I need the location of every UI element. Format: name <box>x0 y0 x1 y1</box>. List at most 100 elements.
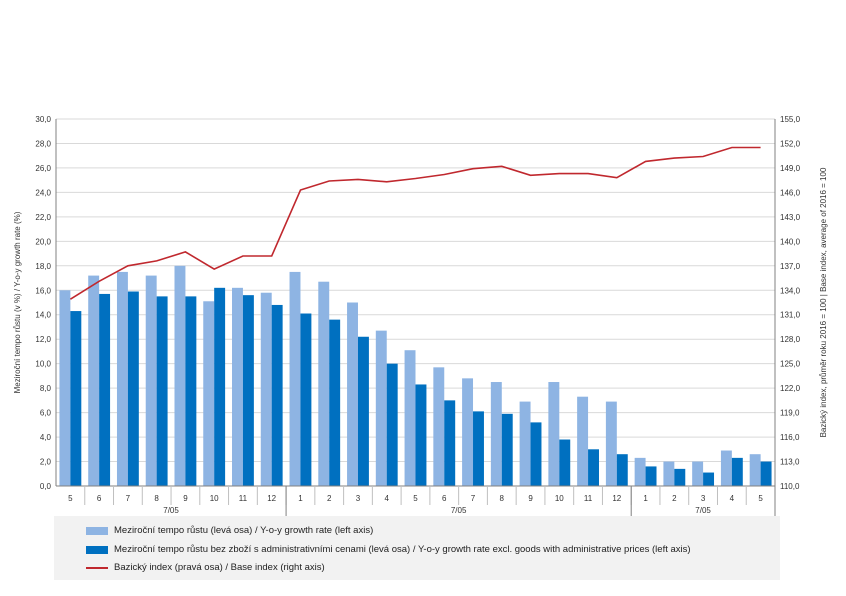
y-left-tick-label: 10,0 <box>35 360 51 369</box>
bar-growth <box>519 401 531 486</box>
x-tick-label: 5 <box>413 494 418 503</box>
bar-growth <box>88 275 100 486</box>
x-tick-label: 10 <box>210 494 219 503</box>
x-tick-label: 11 <box>584 494 593 503</box>
x-tick-label: 11 <box>239 494 248 503</box>
x-tick-label: 6 <box>442 494 447 503</box>
bar-growth-excl <box>703 472 715 486</box>
y-left-tick-label: 22,0 <box>35 213 51 222</box>
bar-growth-excl <box>357 336 369 486</box>
y-right-tick-label: 128,0 <box>780 335 801 344</box>
x-tick-label: 9 <box>528 494 533 503</box>
legend-item-growth-excl[interactable]: Meziroční tempo růstu bez zboží s admini… <box>86 544 691 555</box>
bar-growth-excl <box>156 296 168 486</box>
bar-growth-excl <box>473 411 484 486</box>
y-right-tick-label: 155,0 <box>780 115 801 124</box>
y-right-tick-label: 149,0 <box>780 164 801 173</box>
y-right-tick-label: 131,0 <box>780 311 801 320</box>
x-tick-label: 8 <box>500 494 505 503</box>
y-right-tick-label: 113,0 <box>780 458 800 467</box>
y-left-tick-label: 28,0 <box>35 139 51 148</box>
bar-growth <box>232 287 243 486</box>
y-right-tick-label: 125,0 <box>780 360 801 369</box>
bar-growth-excl <box>588 449 599 486</box>
y-right-tick-label: 152,0 <box>780 139 801 148</box>
x-tick-label: 9 <box>183 494 188 503</box>
bar-growth-excl <box>530 422 542 486</box>
bar-growth <box>203 301 215 486</box>
legend: Meziroční tempo růstu (levá osa) / Y-o-y… <box>54 516 780 580</box>
x-tick-label: 8 <box>154 494 159 503</box>
bar-growth-excl <box>214 287 226 486</box>
y-left-axis-title: Meziroční tempo růstu (v %) / Y-o-y grow… <box>13 211 22 393</box>
x-tick-label: 5 <box>758 494 763 503</box>
y-left-tick-label: 2,0 <box>40 458 52 467</box>
bar-growth <box>116 271 128 486</box>
bar-growth <box>347 302 358 486</box>
bar-growth-excl <box>616 454 628 486</box>
bar-growth <box>720 450 732 486</box>
bar-growth <box>318 281 330 486</box>
legend-label-growth: Meziroční tempo růstu (levá osa) / Y-o-y… <box>114 525 374 536</box>
x-tick-label: 4 <box>730 494 735 503</box>
bar-growth-excl <box>99 293 111 486</box>
y-right-tick-label: 122,0 <box>780 384 801 393</box>
bar-growth-excl <box>242 295 254 486</box>
x-tick-label: 1 <box>643 494 648 503</box>
axes-layer <box>55 119 776 518</box>
bar-growth-excl <box>185 296 197 486</box>
bar-growth-excl <box>559 439 571 486</box>
bar-growth <box>289 271 301 486</box>
legend-swatch-light-blue <box>86 526 108 535</box>
y-right-tick-label: 137,0 <box>780 262 801 271</box>
bar-growth-excl <box>760 461 772 486</box>
y-left-tick-label: 24,0 <box>35 188 51 197</box>
y-left-tick-label: 6,0 <box>40 409 52 418</box>
y-left-tick-label: 18,0 <box>35 262 51 271</box>
bar-growth-excl <box>70 311 82 486</box>
x-tick-label: 10 <box>555 494 564 503</box>
bar-growth <box>462 378 474 486</box>
x-tick-label: 3 <box>701 494 706 503</box>
line-base-index <box>69 146 761 300</box>
y-left-tick-label: 20,0 <box>35 237 51 246</box>
bar-growth-excl <box>271 304 283 486</box>
group-label: 7/05 <box>163 506 179 515</box>
y-right-tick-label: 119,0 <box>780 409 800 418</box>
y-left-tick-label: 30,0 <box>35 115 51 124</box>
x-tick-label: 6 <box>97 494 102 503</box>
y-left-tick-label: 8,0 <box>40 384 52 393</box>
legend-label-base-index: Bazický index (pravá osa) / Base index (… <box>114 562 325 573</box>
bar-growth <box>663 461 675 486</box>
y-right-tick-label: 116,0 <box>780 433 800 442</box>
x-tick-label: 4 <box>385 494 390 503</box>
group-label: 7/05 <box>695 506 711 515</box>
y-left-tick-label: 16,0 <box>35 286 51 295</box>
axis-labels-layer: 0,0 110,02,0 113,04,0 116,06,0 119,08,0 122,0… <box>13 115 828 515</box>
bar-growth-excl <box>645 466 657 486</box>
x-tick-label: 1 <box>298 494 303 503</box>
x-tick-label: 12 <box>612 494 621 503</box>
bar-growth <box>490 382 502 486</box>
bar-growth-excl <box>731 457 743 486</box>
bar-growth-excl <box>329 319 341 486</box>
group-label: 7/05 <box>451 506 467 515</box>
bar-growth-excl <box>444 400 456 486</box>
x-tick-label: 2 <box>327 494 332 503</box>
y-right-axis-title: Bazický index, průměr roku 2016 = 100 | … <box>819 167 828 437</box>
bar-growth <box>59 290 71 486</box>
legend-item-base-index[interactable]: Bazický index (pravá osa) / Base index (… <box>86 562 325 573</box>
legend-item-growth[interactable]: Meziroční tempo růstu (levá osa) / Y-o-y… <box>86 525 373 536</box>
x-tick-label: 7 <box>126 494 131 503</box>
legend-label-growth-excl: Meziroční tempo růstu bez zboží s admini… <box>114 544 691 555</box>
y-right-tick-label: 110,0 <box>780 482 800 491</box>
bar-growth-excl <box>501 413 513 486</box>
bar-growth <box>145 275 157 486</box>
bar-growth <box>548 382 560 486</box>
bar-growth-excl <box>127 291 139 486</box>
y-left-tick-label: 12,0 <box>35 335 51 344</box>
y-left-tick-label: 0,0 <box>40 482 52 491</box>
bar-growth <box>260 292 272 486</box>
